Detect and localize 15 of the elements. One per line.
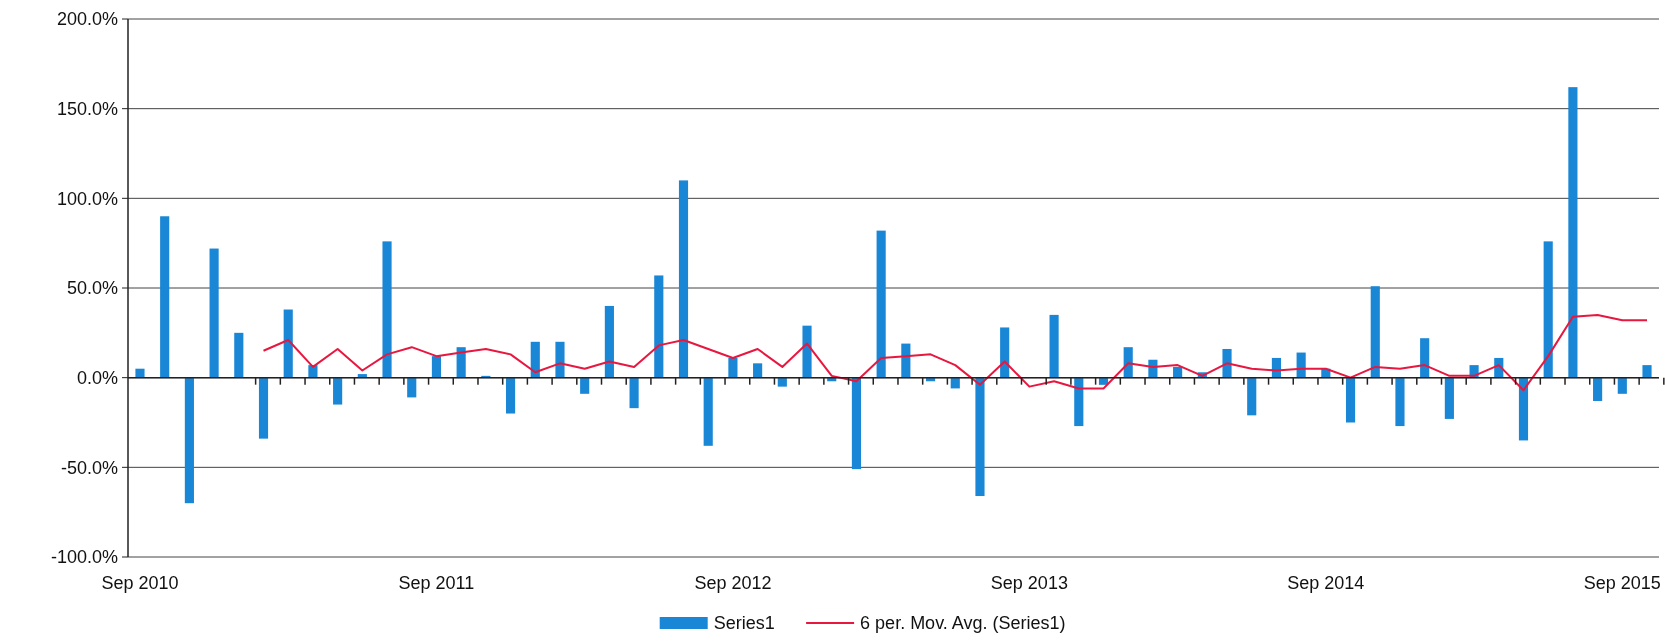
y-tick-label: -50.0% — [60, 457, 118, 478]
legend-label: Series1 — [713, 613, 775, 634]
y-tick-label: 200.0% — [56, 9, 118, 30]
legend-label: 6 per. Mov. Avg. (Series1) — [860, 613, 1066, 634]
x-tick-label: Sep 2011 — [398, 573, 475, 593]
y-tick-label: 150.0% — [56, 98, 118, 119]
y-tick-label: 50.0% — [66, 278, 118, 299]
x-tick-label: Sep 2010 — [101, 573, 179, 593]
x-tick-label: Sep 2015 — [1583, 573, 1661, 593]
y-tick-label: 100.0% — [56, 188, 118, 209]
x-tick-label: Sep 2014 — [1287, 573, 1365, 593]
x-tick-label: Sep 2013 — [990, 573, 1068, 593]
x-tick-label: Sep 2012 — [694, 573, 772, 593]
y-tick-label: 0.0% — [76, 367, 118, 388]
y-tick-label: -100.0% — [50, 547, 118, 568]
